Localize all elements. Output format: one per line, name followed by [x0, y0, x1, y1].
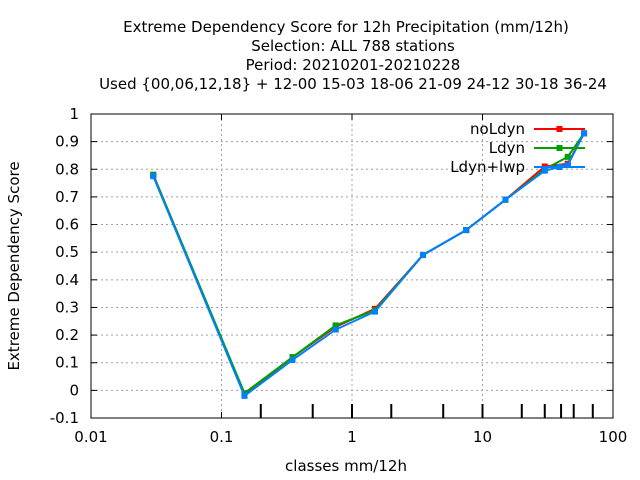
plot-frame: [90, 113, 614, 419]
x-tick-label: 100: [599, 428, 628, 446]
y-tick-label: 0.3: [55, 298, 79, 316]
legend-label: noLdyn: [470, 120, 525, 138]
y-tick-label: 0.5: [55, 243, 79, 261]
x-axis-label: classes mm/12h: [285, 457, 407, 475]
legend-entry-ldyn: Ldyn: [489, 139, 585, 157]
y-tick-label: 0.1: [55, 354, 79, 372]
y-tick-label: 0: [69, 381, 79, 399]
y-tick-label: 0.8: [55, 160, 79, 178]
legend-entry-noldyn: noLdyn: [470, 120, 585, 138]
title-line-1: Extreme Dependency Score for 12h Precipi…: [123, 18, 569, 36]
title-line-2: Selection: ALL 788 stations: [251, 37, 455, 55]
y-tick-label: 0.4: [55, 271, 79, 289]
y-axis-label: Extreme Dependency Score: [5, 161, 23, 370]
chart-title: Extreme Dependency Score for 12h Precipi…: [99, 18, 607, 93]
y-tick-label: 0.7: [55, 188, 79, 206]
grid: [91, 114, 613, 418]
series-ldyn-lwp: [150, 130, 588, 399]
series-lines: [150, 130, 588, 399]
legend-label: Ldyn+lwp: [450, 158, 525, 176]
axes: 0.01 0.1 1 10 100 -0.1 0 0.1 0.2 0.3 0.4 0.5 0.6 0.7 0…: [50, 105, 628, 446]
legend-entry-ldyn-lwp: Ldyn+lwp: [450, 158, 585, 176]
title-line-4: Used {00,06,12,18} + 12-00 15-03 18-06 2…: [99, 75, 607, 93]
x-tick-label: 0.1: [210, 428, 234, 446]
x-tick-label: 10: [473, 428, 492, 446]
y-tick-label: 1: [69, 105, 79, 123]
class-boundary-markers: [259, 404, 594, 418]
title-line-3: Period: 20210201-20210228: [246, 56, 461, 74]
y-tick-label: 0.9: [55, 133, 79, 151]
y-tick-label: -0.1: [50, 409, 79, 427]
x-tick-label: 0.01: [74, 428, 107, 446]
x-tick-label: 1: [347, 428, 357, 446]
y-tick-label: 0.6: [55, 216, 79, 234]
legend-label: Ldyn: [489, 139, 525, 157]
y-tick-label: 0.2: [55, 326, 79, 344]
